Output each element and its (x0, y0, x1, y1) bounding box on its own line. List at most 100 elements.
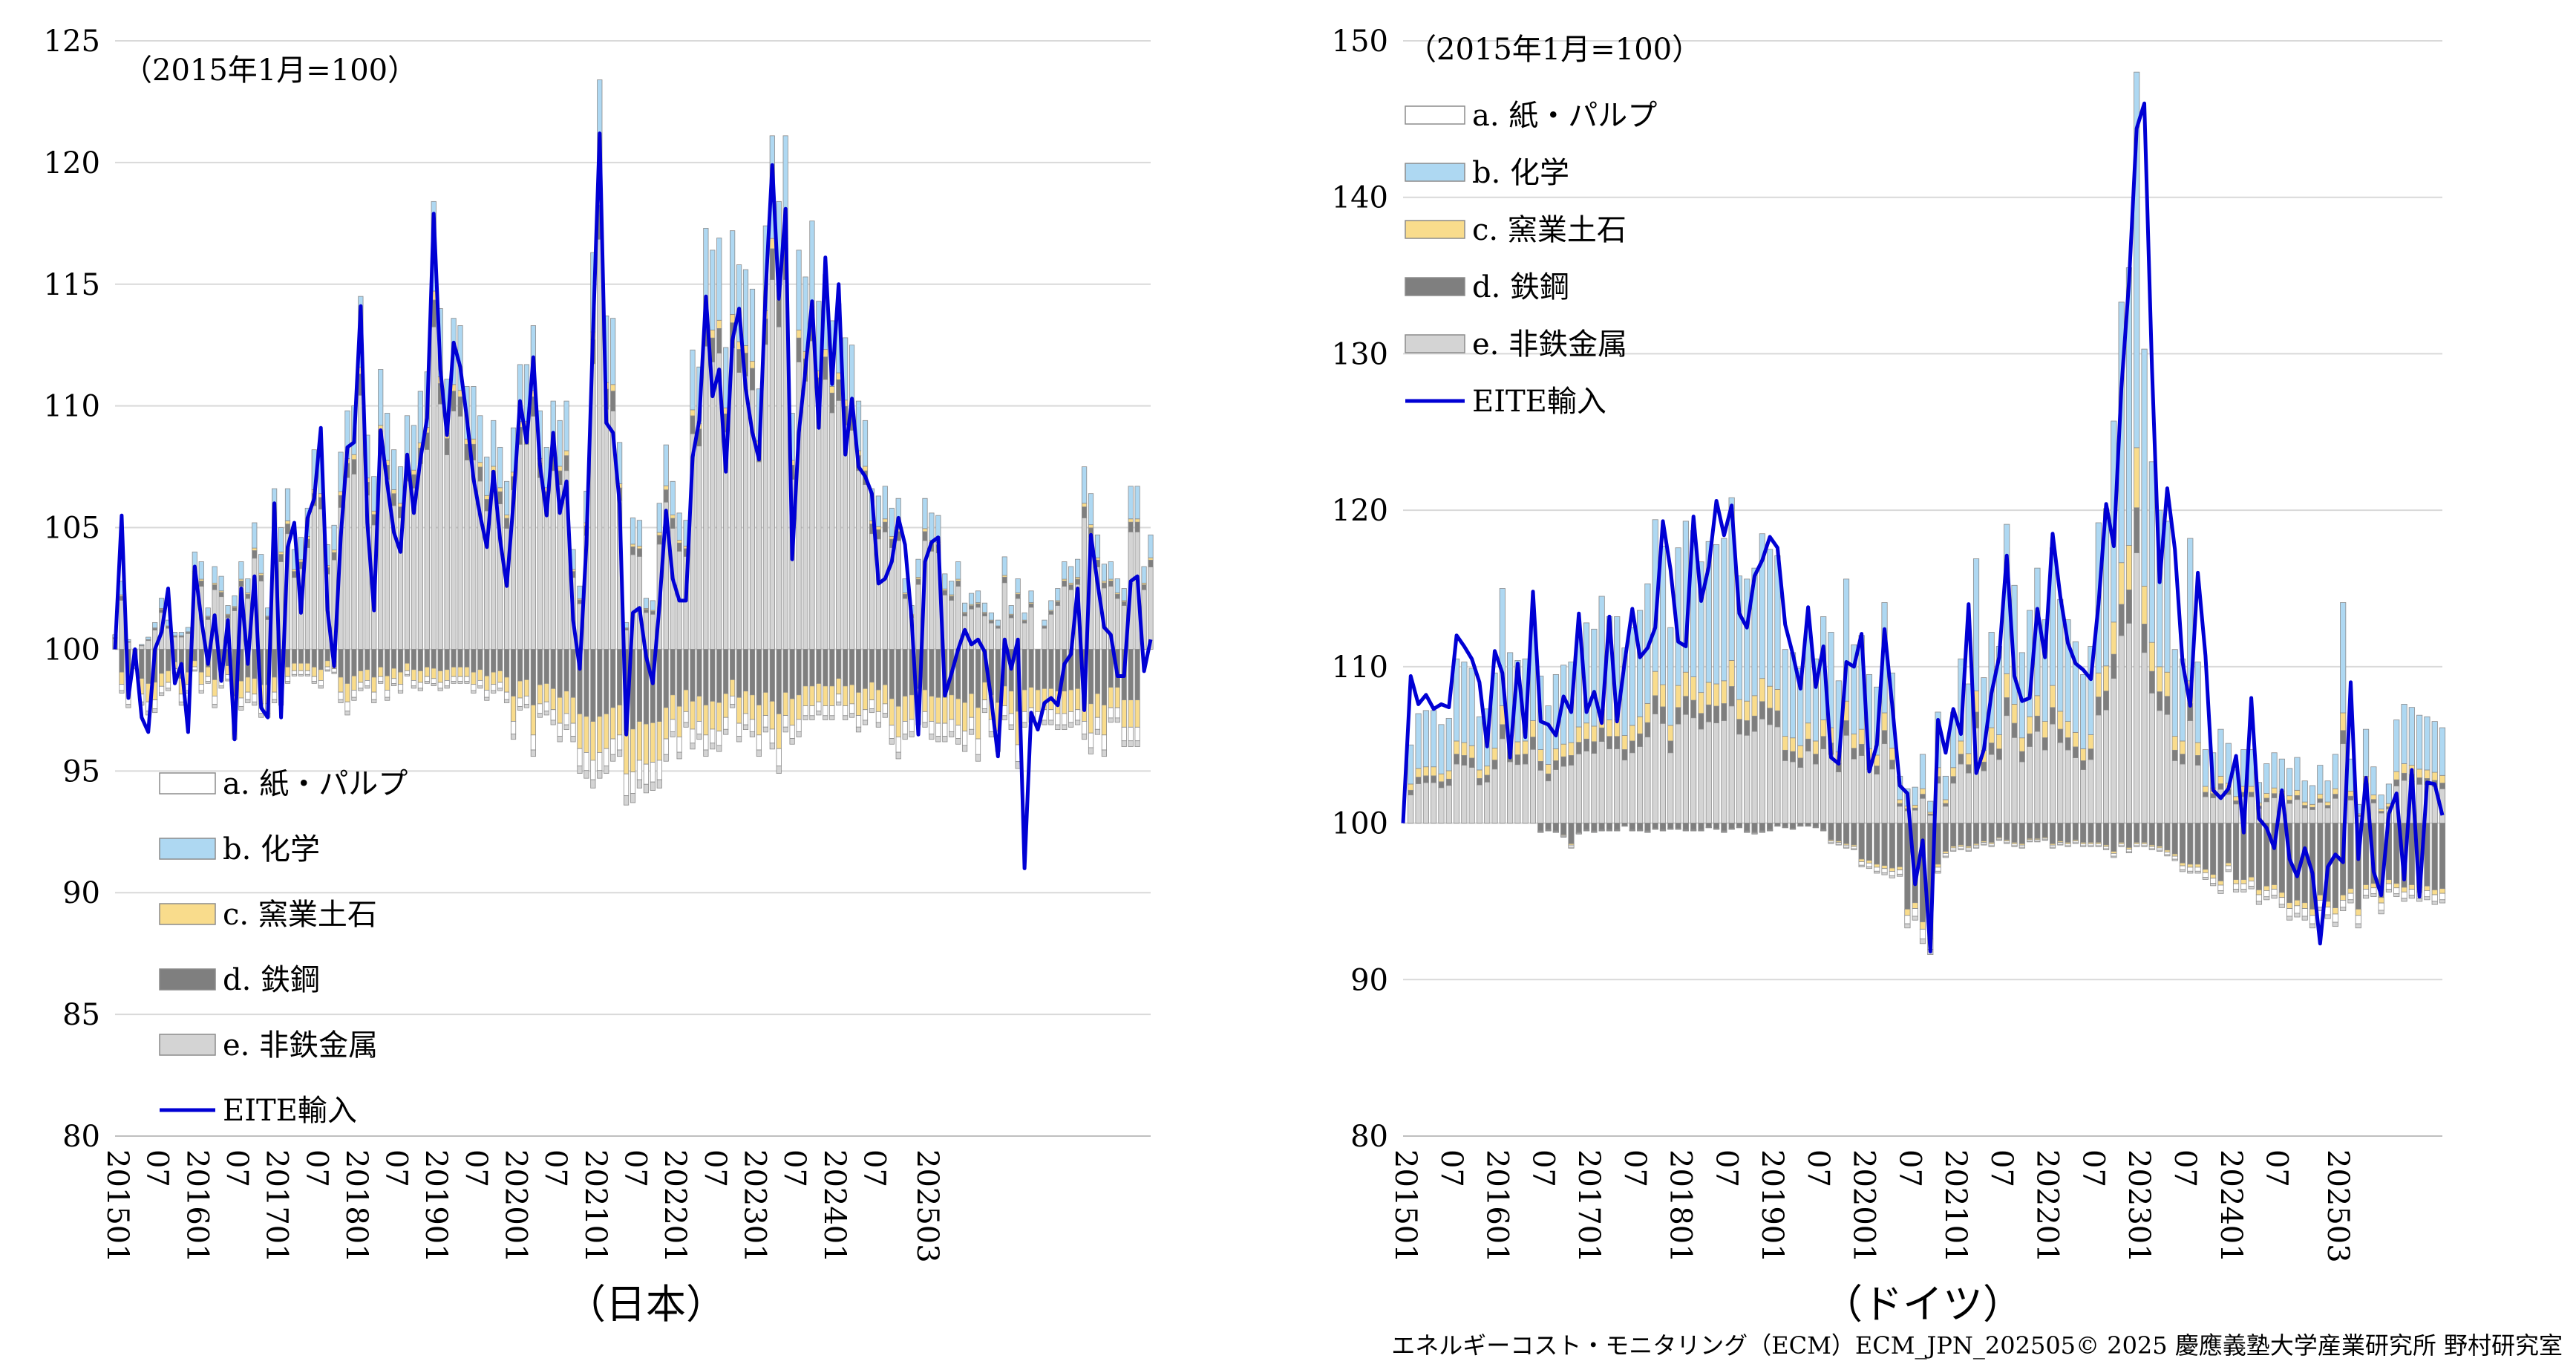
bar-segment-steel (471, 649, 477, 673)
bar-segment-chem (955, 561, 961, 580)
bar-segment-ceramic (1805, 722, 1811, 740)
bar-segment-pulp (344, 701, 350, 712)
bar-segment-chem (1912, 786, 1918, 806)
bar-segment-chem (2271, 752, 2278, 789)
bar-segment-steel (1028, 603, 1034, 608)
bar-segment-pulp (849, 703, 855, 714)
bar-segment-steel (2179, 823, 2186, 864)
bar-segment-steel (1881, 823, 1888, 866)
bar-segment-ceramic (2309, 803, 2316, 808)
bar-segment-steel (2202, 823, 2209, 870)
bar-segment-nonferrous (1068, 722, 1074, 728)
bar-segment-nonferrous (1897, 806, 1903, 823)
bar-segment-nonferrous (1675, 723, 1681, 823)
bar-segment-pulp (152, 699, 158, 709)
bar-segment-nonferrous (1828, 842, 1834, 844)
bar-segment-nonferrous (1560, 766, 1567, 823)
bar-segment-pulp (2431, 894, 2438, 902)
bar-segment-nonferrous (2324, 914, 2331, 919)
bar-segment-ceramic (298, 559, 304, 563)
bar-segment-nonferrous (2088, 759, 2094, 823)
bar-segment-chem (2134, 71, 2140, 448)
bar-segment-nonferrous (1015, 761, 1021, 769)
bar-segment-ceramic (882, 518, 888, 523)
bar-segment-nonferrous (2301, 807, 2308, 823)
bar-segment-pulp (1008, 713, 1014, 725)
bar-segment-nonferrous (1751, 731, 1758, 823)
bar-segment-pulp (663, 738, 669, 755)
bar-segment-steel (1134, 649, 1140, 701)
bar-segment-steel (1644, 722, 1651, 737)
bar-segment-steel (823, 356, 828, 380)
bar-segment-chem (1108, 561, 1114, 580)
bar-segment-steel (457, 649, 463, 668)
bar-segment-pulp (298, 670, 304, 675)
bar-segment-ceramic (2294, 789, 2301, 796)
bar-segment-nonferrous (2385, 889, 2393, 893)
bar-segment-steel (1068, 584, 1074, 590)
bar-segment-ceramic (477, 669, 483, 681)
bar-segment-ceramic (955, 698, 961, 726)
legend-item: e. 非鉄金属 (1405, 327, 1627, 362)
bar-segment-ceramic (577, 713, 583, 749)
bar-segment-steel (444, 649, 450, 671)
bar-segment-chem (1062, 561, 1068, 580)
bar-segment-steel (2018, 751, 2025, 763)
bar-segment-ceramic (1422, 766, 1429, 777)
bar-segment-nonferrous (397, 690, 404, 694)
bar-segment-ceramic (2111, 851, 2117, 854)
bar-segment-steel (1621, 749, 1628, 761)
y-tick-label: 130 (1332, 337, 1388, 371)
bar-segment-pulp (2271, 889, 2278, 896)
bar-segment-ceramic (2340, 894, 2347, 901)
bar-segment-ceramic (2134, 447, 2140, 509)
bar-segment-steel (816, 649, 822, 684)
bar-segment-chem (2164, 521, 2171, 673)
bar-segment-pulp (550, 709, 556, 721)
bar-segment-ceramic (742, 691, 749, 714)
bar-segment-chem (1782, 649, 1788, 737)
bar-segment-pulp (397, 684, 404, 691)
bar-segment-nonferrous (318, 685, 324, 689)
bar-segment-nonferrous (949, 599, 955, 650)
bar-segment-chem (1942, 775, 1949, 800)
bar-segment-ceramic (2057, 711, 2064, 730)
bar-segment-pulp (776, 748, 782, 766)
bar-segment-nonferrous (2378, 910, 2384, 915)
bar-segment-nonferrous (855, 726, 862, 733)
bar-segment-steel (1667, 740, 1674, 754)
bar-segment-steel (1028, 649, 1034, 688)
bar-segment-nonferrous (385, 696, 390, 701)
bar-segment-steel (1652, 695, 1658, 714)
bar-segment-pulp (2370, 887, 2377, 895)
bar-segment-steel (1614, 823, 1621, 830)
bar-segment-nonferrous (1981, 770, 1987, 823)
bar-segment-ceramic (1904, 908, 1911, 916)
bar-segment-ceramic (1858, 858, 1865, 862)
legend-label: d. 鉄鋼 (223, 963, 320, 997)
bar-segment-nonferrous (1101, 749, 1108, 757)
bar-segment-ceramic (1629, 725, 1635, 742)
bar-segment-steel (1958, 754, 1964, 765)
bar-segment-nonferrous (1897, 873, 1903, 877)
bar-segment-nonferrous (2171, 858, 2178, 861)
bar-segment-ceramic (530, 705, 536, 736)
bar-segment-chem (1415, 713, 1422, 769)
bar-segment-ceramic (2202, 786, 2209, 793)
bar-segment-steel (1088, 649, 1094, 705)
bar-segment-nonferrous (2164, 714, 2171, 823)
x-tick-label: 07 (459, 1149, 493, 1187)
legend-label: e. 非鉄金属 (1472, 327, 1627, 362)
bar-segment-ceramic (663, 707, 669, 740)
legend-item: EITE輸入 (160, 1094, 357, 1128)
bar-segment-ceramic (517, 680, 523, 699)
bar-segment-nonferrous (762, 726, 768, 733)
bar-segment-steel (1015, 593, 1021, 599)
bar-segment-steel (523, 649, 530, 680)
bar-segment-ceramic (1035, 689, 1041, 712)
y-tick-label: 90 (62, 876, 100, 910)
bar-segment-steel (2157, 691, 2163, 711)
bar-segment-ceramic (683, 689, 689, 712)
bar-segment-nonferrous (291, 673, 298, 676)
